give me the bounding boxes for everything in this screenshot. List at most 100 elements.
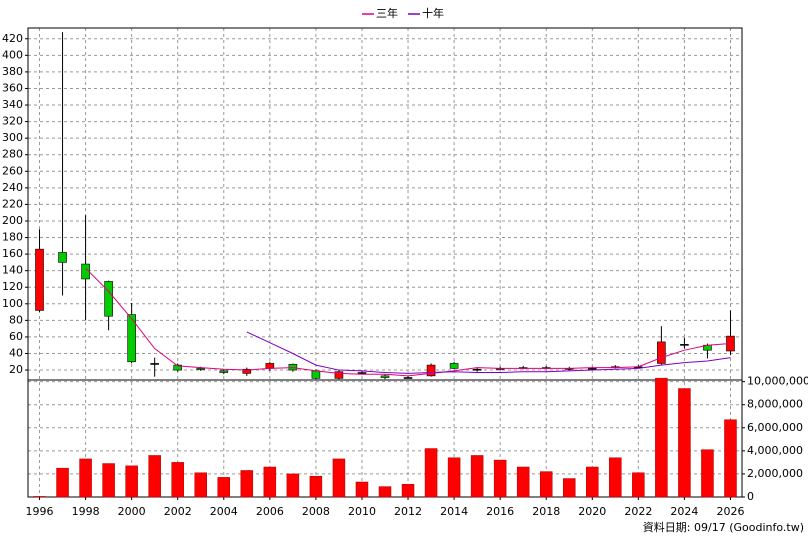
candle-body	[403, 377, 413, 379]
y2-tick-label: 2,000,000	[747, 467, 803, 480]
volume-bar	[609, 457, 622, 498]
legend-label: 三年	[376, 6, 398, 20]
volume-bar	[424, 448, 438, 498]
y-tick-label: 360	[2, 81, 23, 94]
volume-bar	[678, 388, 691, 498]
volume-bar	[102, 463, 115, 498]
y-tick-label: 60	[9, 330, 23, 343]
candle-body	[380, 375, 390, 378]
volume-bar	[401, 484, 415, 498]
candle-body	[35, 248, 44, 311]
y-tick-label: 380	[2, 65, 23, 78]
candle-body	[472, 368, 482, 371]
volume-bar	[33, 496, 46, 498]
candle-body	[58, 252, 67, 263]
volume-bar	[447, 457, 461, 498]
candle-body	[196, 368, 206, 370]
candle-body	[219, 370, 229, 373]
y-tick-label: 260	[2, 164, 23, 177]
candle-body	[657, 341, 666, 364]
volume-bar	[194, 472, 207, 498]
candle-body	[127, 314, 136, 363]
y-tick-label: 120	[2, 280, 23, 293]
plot-frame	[27, 27, 743, 498]
source-note: 資料日期: 09/17 (Goodinfo.tw)	[643, 520, 804, 534]
x-tick-label: 2020	[578, 505, 606, 518]
y-tick-label: 40	[9, 346, 23, 359]
y-tick-label: 400	[2, 48, 23, 61]
x-tick-label: 2012	[394, 505, 422, 518]
y2-tick-label: 8,000,000	[747, 398, 803, 411]
y-tick-label: 100	[2, 297, 23, 310]
x-tick-label: 2018	[532, 505, 560, 518]
y-tick-label: 320	[2, 115, 23, 128]
volume-bar	[655, 377, 668, 498]
volume-bar	[263, 466, 277, 498]
legend-label: 十年	[422, 6, 444, 20]
volume-bar	[125, 465, 138, 498]
volume-bar	[586, 466, 599, 498]
y2-tick-label: 0	[747, 490, 754, 503]
volume-bar	[539, 471, 553, 498]
y-tick-label: 420	[2, 32, 23, 45]
x-tick-label: 2002	[164, 505, 192, 518]
x-tick-label: 2014	[440, 505, 468, 518]
candle-body	[357, 372, 367, 374]
volume-bar	[217, 477, 231, 498]
volume-bar	[56, 467, 69, 498]
volume-bar	[701, 449, 714, 498]
x-tick-label: 1998	[72, 505, 100, 518]
moving-average-line	[246, 331, 731, 374]
volume-bar	[309, 475, 323, 498]
x-tick-label: 2000	[118, 505, 146, 518]
candle-body	[426, 364, 436, 377]
y-tick-label: 240	[2, 181, 23, 194]
y-tick-label: 160	[2, 247, 23, 260]
y-tick-label: 220	[2, 197, 23, 210]
volume-bar	[171, 462, 184, 498]
x-tick-label: 2008	[302, 505, 330, 518]
y-tick-label: 180	[2, 231, 23, 244]
volume-bar	[516, 466, 530, 498]
volume-bar	[355, 481, 369, 498]
y2-tick-label: 10,000,000	[747, 375, 808, 388]
y-tick-label: 20	[9, 363, 23, 376]
candle-body	[173, 364, 183, 371]
volume-bar	[240, 470, 254, 498]
y-tick-label: 80	[9, 313, 23, 326]
x-tick-label: 2024	[670, 505, 698, 518]
candle-body	[242, 368, 252, 374]
x-tick-label: 2004	[210, 505, 238, 518]
volume-bar	[286, 473, 300, 498]
candle-body	[587, 368, 597, 370]
x-tick-label: 2022	[624, 505, 652, 518]
volume-bar	[563, 478, 576, 498]
volume-bar	[378, 486, 392, 498]
candle-body	[150, 363, 159, 365]
volume-bar	[470, 455, 484, 498]
x-tick-label: 2006	[256, 505, 284, 518]
volume-bar	[632, 472, 645, 498]
y2-tick-label: 4,000,000	[747, 444, 803, 457]
x-tick-label: 2010	[348, 505, 376, 518]
candle-body	[311, 370, 321, 379]
candle-body	[265, 363, 275, 369]
candle-body	[334, 371, 344, 379]
y-tick-label: 340	[2, 98, 23, 111]
candle-body	[449, 363, 459, 369]
volume-bar	[79, 458, 92, 498]
volume-bar	[724, 419, 737, 498]
volume-bar	[148, 455, 161, 498]
candle-body	[680, 344, 689, 346]
volume-bar	[493, 459, 507, 498]
y-tick-label: 300	[2, 131, 23, 144]
x-tick-label: 2016	[486, 505, 514, 518]
x-tick-label: 2026	[716, 505, 744, 518]
y-tick-label: 280	[2, 148, 23, 161]
candle-body	[104, 281, 113, 317]
moving-average-line	[85, 267, 731, 377]
y2-tick-label: 6,000,000	[747, 421, 803, 434]
volume-bar	[332, 458, 346, 498]
